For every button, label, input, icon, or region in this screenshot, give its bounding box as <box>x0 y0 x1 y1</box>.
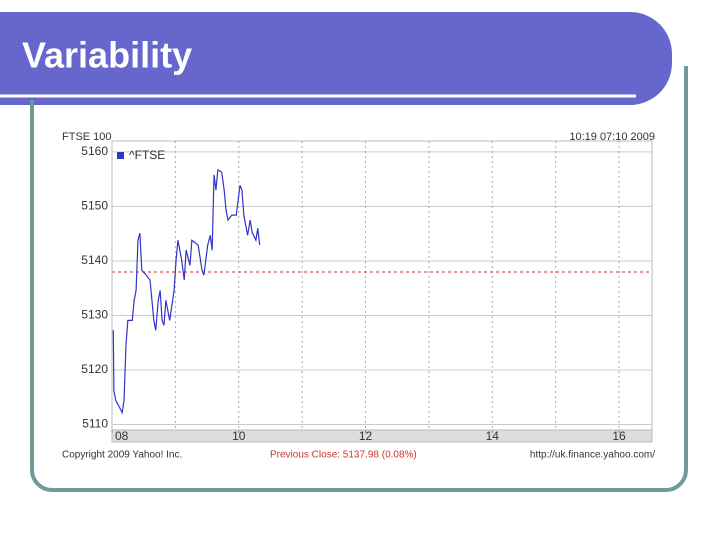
slide-frame <box>30 66 688 492</box>
title-bar <box>0 12 672 105</box>
y-tick-label: 5110 <box>82 417 108 431</box>
y-tick-label: 5120 <box>81 362 108 376</box>
footer-previous-close: Previous Close: 5137.98 (0.08%) <box>270 450 417 461</box>
x-tick-label: 16 <box>612 429 626 443</box>
slide-title: Variability <box>22 35 192 76</box>
footer-url: http://uk.finance.yahoo.com/ <box>530 450 655 461</box>
legend-swatch <box>117 152 124 159</box>
x-tick-label: 10 <box>232 429 246 443</box>
y-tick-label: 5150 <box>81 199 108 213</box>
y-tick-label: 5160 <box>81 144 108 158</box>
x-tick-label: 08 <box>115 429 129 443</box>
x-tick-label: 14 <box>486 429 500 443</box>
footer-copyright: Copyright 2009 Yahoo! Inc. <box>62 450 182 461</box>
x-axis-band <box>111 429 653 443</box>
price-line <box>112 168 261 415</box>
plot-area <box>111 140 653 431</box>
timestamp: 10:19 07:10 2009 <box>569 131 655 143</box>
legend-label: ^FTSE <box>129 148 165 162</box>
chart-title: FTSE 100 <box>62 131 112 143</box>
y-tick-label: 5130 <box>81 308 108 322</box>
y-tick-label: 5140 <box>81 253 108 267</box>
x-tick-label: 12 <box>359 429 373 443</box>
